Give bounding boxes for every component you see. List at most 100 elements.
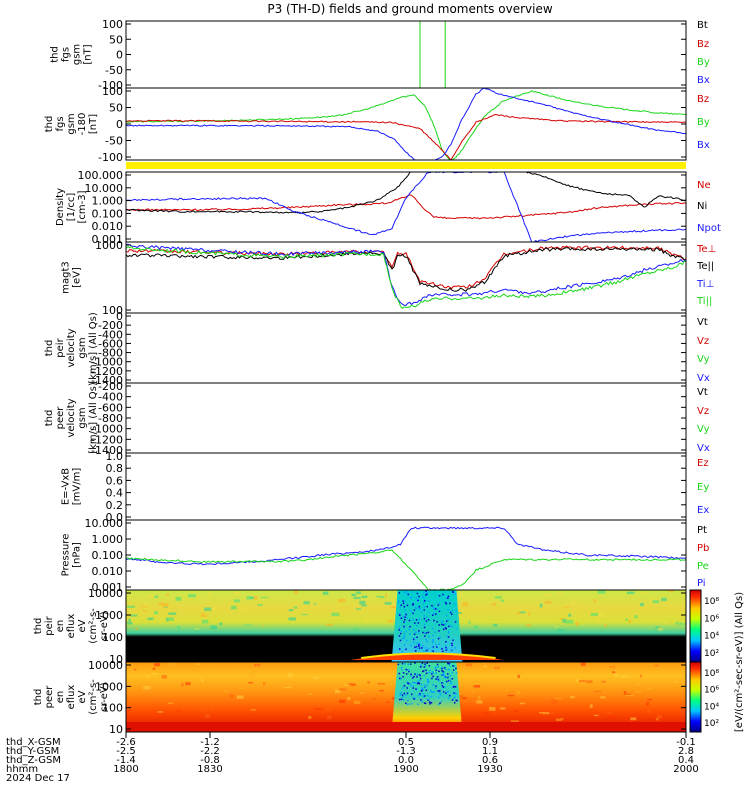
spectrogram-pixel [436,607,438,610]
spectrogram-pixel [599,696,606,699]
spectrogram-pixel [570,600,577,605]
colorbar-label: [eV/(cm²-sec-sr-eV)] (All Qs) [734,592,745,732]
spectrogram-pixel [488,707,496,711]
spectrogram-pixel [425,669,427,672]
spectrogram-pixel [408,628,410,631]
spectrogram-pixel [657,715,663,719]
spectrogram-pixel [412,638,415,641]
y-tick-label: 0 [116,49,123,62]
x-axis-row-label: thd_Y-GSM [6,746,59,757]
spectrogram-pixel [406,687,408,689]
x-tick-label: -2.6 [116,737,136,748]
spectrogram-pixel [410,684,412,687]
spectrogram-pixel [431,677,433,680]
spectrogram-pixel [422,696,425,698]
spectrogram-texture [133,662,686,724]
spectrogram-pixel [424,684,426,687]
spectrogram-pixel [448,664,451,667]
spectrogram-pixel [427,699,429,701]
y-tick-label: 0.4 [106,487,124,500]
spectrogram-pixel [600,680,606,683]
spectrogram-pixel [146,594,155,598]
spectrogram-pixel [426,694,429,697]
spectrogram-pixel [594,690,602,692]
spectrogram-pixel [419,665,422,668]
legend-entry-Vx: Vx [697,373,710,384]
spectrogram-pixel [447,668,450,671]
series-line-Bz [126,113,686,160]
spectrogram-pixel [556,592,563,595]
spectrogram-pixel [387,619,394,623]
spectrogram-pixel [431,604,433,607]
spectrogram-pixel [194,628,200,630]
y-axis-label-line: [nPa] [72,542,83,568]
spectrogram-pixel [443,674,446,676]
spectrogram-pixel [447,632,450,634]
spectrogram-pixel [421,595,424,598]
spectrogram-pixel [608,716,616,719]
spectrogram-pixel [557,629,565,632]
colorbar-tick-label: 10² [704,649,719,659]
spectrogram-pixel [154,663,160,667]
spectrogram-pixel [446,680,448,683]
spectrogram-pixel [236,695,244,699]
spectrogram-pixel [403,684,405,686]
spectrogram-pixel [410,644,412,647]
figure-title: P3 (TH-D) fields and ground moments over… [267,2,552,16]
spectrogram-pixel [325,708,332,712]
legend-entry-Ex: Ex [697,505,709,516]
legend-entry-Vt: Vt [697,387,708,398]
spectrogram-pixel [413,698,415,700]
spectrogram-pixel [156,614,160,617]
spectrogram-pixel [416,673,419,676]
spectrogram-pixel [158,602,164,605]
y-axis-label-line: fgs [55,116,66,131]
spectrogram-pixel [581,683,586,685]
spectrogram-pixel [441,682,443,684]
spectrogram-pixel [437,678,440,681]
spectrogram-pixel [405,630,407,633]
spectrogram-pixel [399,613,401,616]
spectrogram-pixel [425,590,427,592]
spectrogram-pixel [442,674,444,676]
spectrogram-pixel [424,635,426,637]
spectrogram-pixel [580,662,586,666]
spectrogram-pixel [654,626,660,628]
spectrogram-pixel [241,607,247,610]
spectrogram-pixel [403,618,406,621]
spectrogram-pixel [562,618,567,623]
spectrogram-low-density-region [391,590,463,662]
y-axis-label: Pressure[nPa] [61,534,83,577]
spectrogram-pixel [405,694,407,696]
x-tick-label: -0.8 [200,755,220,766]
y-tick-label: 1.000 [92,195,124,208]
y-tick-label: -600 [98,337,123,350]
spectrogram-pixel [401,669,403,671]
spectrogram-pixel [436,620,438,623]
spectrogram-pixel [379,689,384,692]
spectrogram-pixel [647,710,651,713]
spectrogram-pixel [219,622,223,626]
spectrogram-pixel [313,603,317,605]
spectrogram-pixel [476,700,483,704]
spectrogram-pixel [441,666,443,669]
plot-area-pressure [126,526,686,590]
spectrogram-pixel [133,668,137,671]
spectrogram-pixel [435,613,437,615]
spectrogram-pixel [175,596,182,601]
spectrogram-pixel [337,598,346,603]
spectrogram-pixel [439,693,442,696]
spectrogram-pixel [143,610,147,612]
legend-entry-By: By [697,57,710,68]
colorbar-strip [689,661,702,733]
spectrogram-pixel [427,678,430,681]
spectrogram-pixel [445,677,448,679]
spectrogram-pixel [414,646,416,649]
spectrogram-pixel [420,690,423,692]
y-axis-label: thdfgsgsm-180[nT] [44,113,99,136]
spectrogram-pixel [542,712,550,715]
spectrogram-pixel [430,695,432,698]
spectrogram-pixel [439,702,441,705]
spectrogram-pixel [229,694,234,698]
spectrogram-pixel [405,668,408,671]
